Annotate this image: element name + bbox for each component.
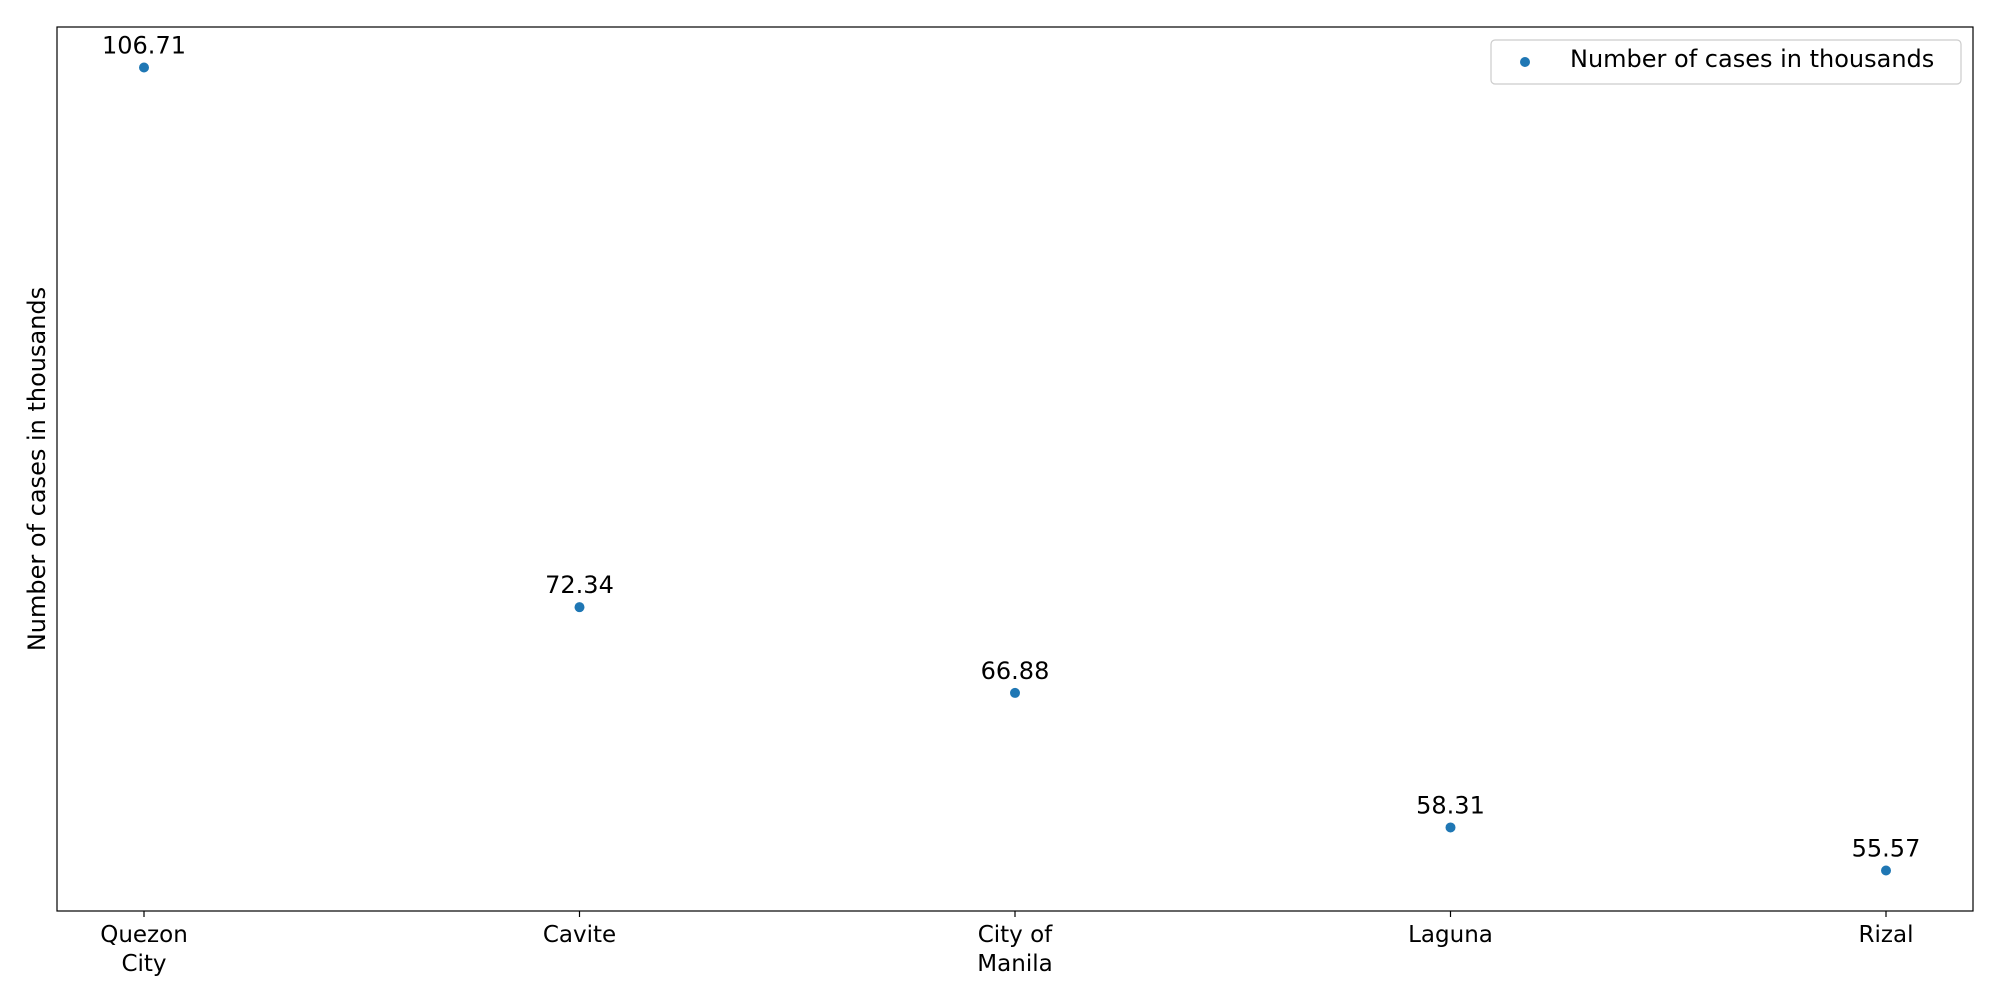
x-tick-label-laguna: Laguna bbox=[1408, 922, 1493, 948]
legend-marker-icon bbox=[1520, 57, 1530, 67]
data-labels: 106.71 72.34 66.88 58.31 55.57 bbox=[102, 32, 1920, 863]
legend-label: Number of cases in thousands bbox=[1570, 45, 1934, 73]
legend: Number of cases in thousands bbox=[1490, 39, 1962, 85]
x-tick-label-quezon-city: Quezon City bbox=[100, 922, 188, 977]
data-point-city-of-manila bbox=[1010, 687, 1020, 698]
plot-area: Quezon City Cavite City of Manila Laguna Rizal… bbox=[56, 26, 1974, 977]
data-point-quezon-city bbox=[139, 62, 149, 73]
data-point-rizal bbox=[1881, 865, 1891, 876]
x-tick-label-city-of-manila: City of Manila bbox=[977, 922, 1053, 977]
legend-box bbox=[1490, 39, 1962, 85]
data-label-rizal: 55.57 bbox=[1852, 834, 1921, 862]
data-points bbox=[139, 62, 1891, 876]
y-axis-title: Number of cases in thousands bbox=[23, 287, 51, 651]
axes-frame bbox=[56, 26, 1974, 912]
x-tick-label-cavite: Cavite bbox=[543, 922, 616, 948]
data-point-laguna bbox=[1445, 822, 1456, 833]
data-label-laguna: 58.31 bbox=[1416, 791, 1485, 819]
x-axis-tick-labels: Quezon City Cavite City of Manila Laguna Rizal bbox=[100, 922, 1913, 977]
data-point-cavite bbox=[574, 602, 585, 613]
data-label-quezon-city: 106.71 bbox=[102, 32, 186, 60]
x-axis-ticks bbox=[143, 911, 1887, 917]
data-label-cavite: 72.34 bbox=[545, 571, 614, 599]
data-label-city-of-manila: 66.88 bbox=[981, 657, 1050, 685]
x-tick-label-rizal: Rizal bbox=[1859, 922, 1914, 948]
